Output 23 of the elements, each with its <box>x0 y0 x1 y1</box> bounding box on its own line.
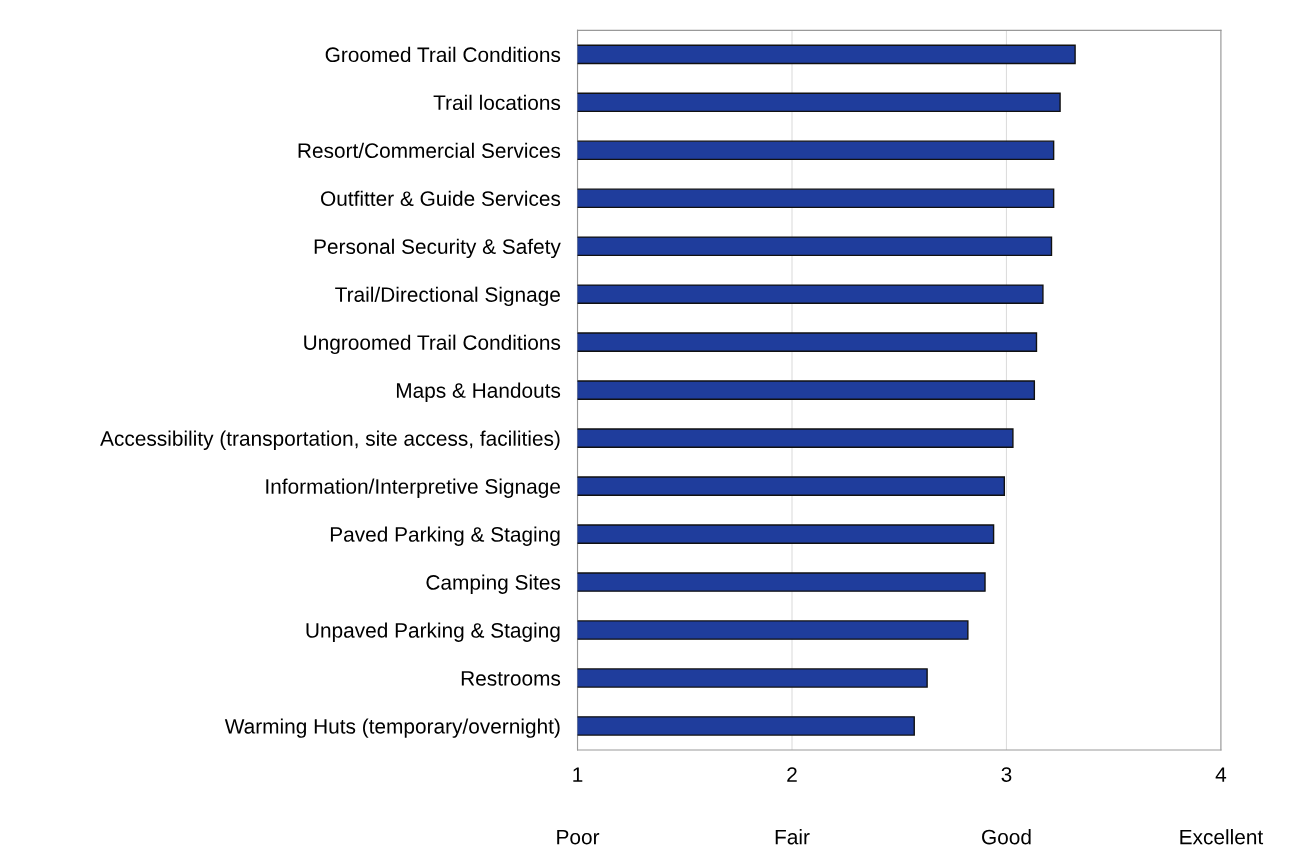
y-tick-label: Accessibility (transportation, site access, facilities) <box>100 430 560 450</box>
x-tick-label: 3 <box>1001 767 1012 782</box>
y-tick-label: Restrooms <box>461 671 561 686</box>
text: Poor <box>557 829 600 845</box>
x-tick-label: 2 <box>787 767 797 782</box>
y-tick-label: Unpaved Parking & Staging <box>306 622 560 642</box>
y-tick-label: Ungroomed Trail Conditions <box>304 334 561 355</box>
x-tick-label: 1 <box>573 767 583 782</box>
y-tick-label: Camping Sites <box>426 574 561 594</box>
x-tick-label: 4 <box>1215 767 1227 782</box>
y-tick-label: Paved Parking & Staging <box>330 526 560 546</box>
y-tick-label: Warming Huts (temporary/overnight) <box>224 718 560 738</box>
y-tick-label: Trail/Directional Signage <box>335 286 560 307</box>
y-tick-label: Outfitter & Guide Services <box>321 190 561 207</box>
y-tick-label: Information/Interpretive Signage <box>266 478 560 498</box>
text: Good <box>982 829 1031 845</box>
text: Fair <box>775 829 810 845</box>
y-tick-label: Trail locations <box>433 94 561 111</box>
y-tick-label: Resort/Commercial Services <box>298 142 561 159</box>
y-tick-label: Personal Security & Safety <box>314 238 561 259</box>
y-tick-label: Maps & Handouts <box>396 382 561 403</box>
text: Excellent <box>1180 829 1264 845</box>
y-tick-label: Groomed Trail Conditions <box>325 46 561 63</box>
